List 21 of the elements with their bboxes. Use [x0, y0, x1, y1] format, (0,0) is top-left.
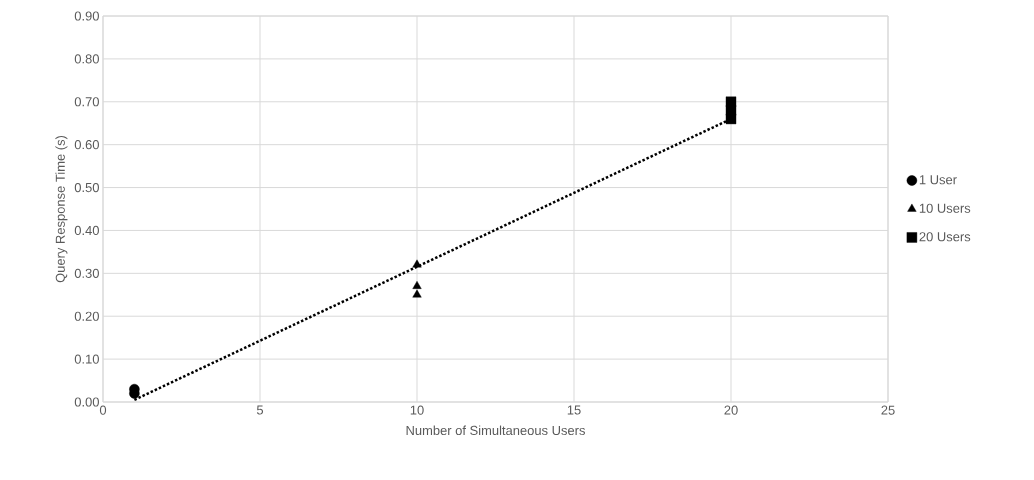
y-tick-label: 0.60	[74, 140, 99, 150]
y-tick-label: 0.20	[74, 311, 99, 321]
y-axis-title: Query Response Time (s)	[55, 135, 68, 283]
legend-label: 20 Users	[919, 232, 971, 242]
y-tick-label: 0.40	[74, 225, 99, 236]
legend-label: 1 User	[919, 175, 957, 185]
y-tick-label: 0.80	[74, 54, 99, 64]
x-tick-label: 15	[567, 405, 581, 415]
legend-label: 10 Users	[919, 203, 971, 213]
y-tick-label: 0.00	[74, 397, 99, 407]
x-tick-label: 20	[724, 405, 738, 415]
y-tick-label: 0.50	[74, 182, 99, 193]
y-tick-label: 0.90	[74, 11, 99, 21]
y-tick-label: 0.70	[74, 97, 99, 107]
x-tick-label: 25	[881, 405, 895, 415]
y-tick-label: 0.10	[74, 354, 99, 364]
x-tick-label: 5	[256, 405, 264, 415]
y-tick-label: 0.30	[74, 268, 99, 278]
x-tick-label: 0	[99, 405, 107, 415]
x-tick-label: 10	[410, 405, 424, 415]
x-axis-title: Number of Simultaneous Users	[406, 425, 585, 436]
